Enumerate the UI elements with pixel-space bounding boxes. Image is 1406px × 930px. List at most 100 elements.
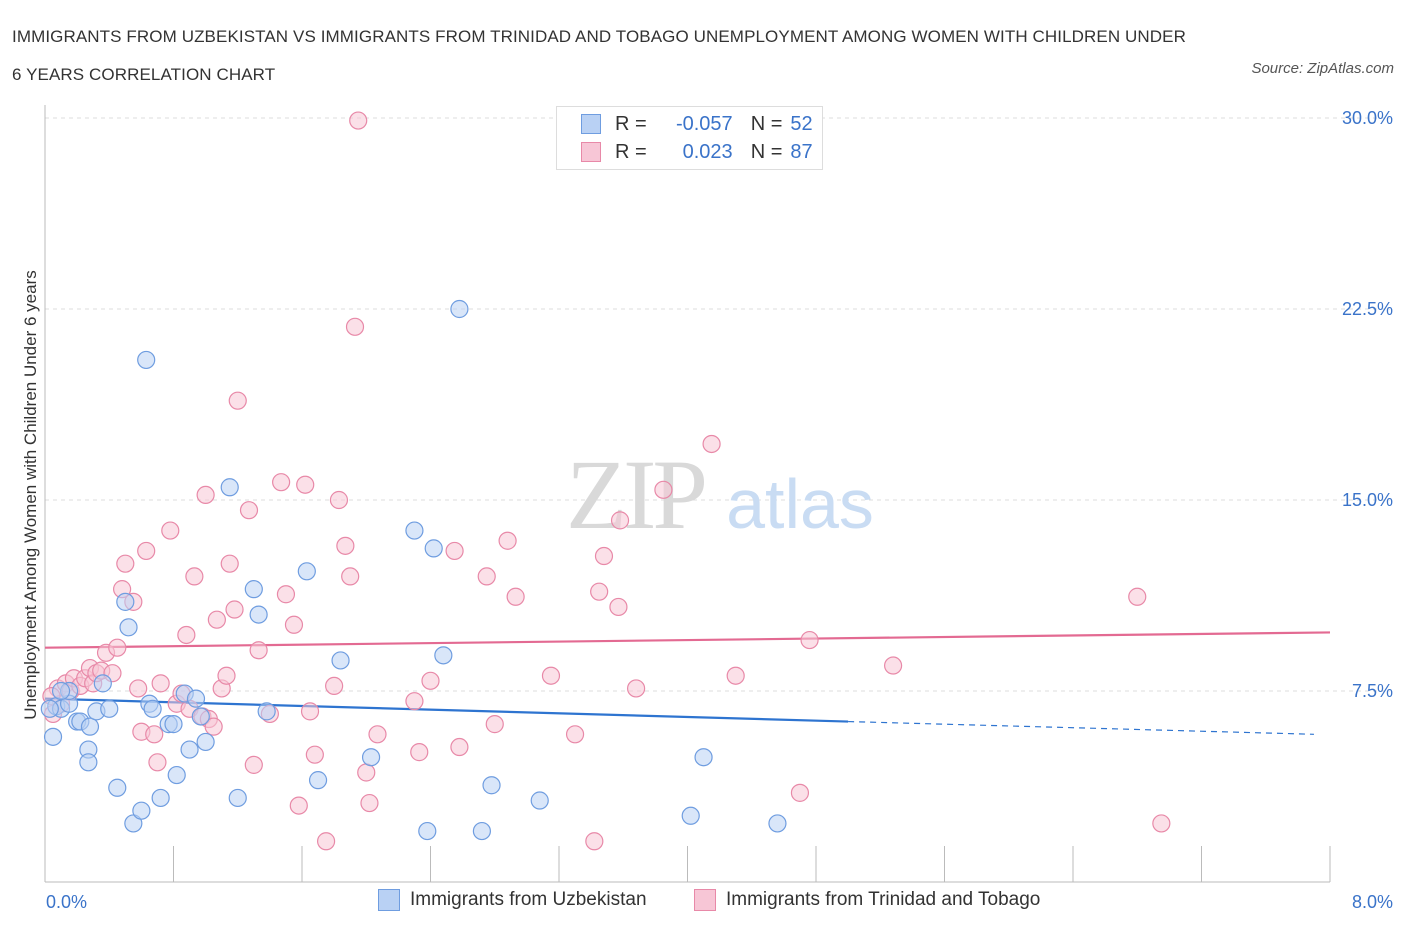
series-legend-label: Immigrants from Uzbekistan [410,889,647,910]
point-trinidad [151,674,170,693]
point-uzbekistan [180,740,199,759]
legend-n-value: 87 [790,140,813,163]
x-tick-label-max: 8.0% [1352,892,1393,912]
point-trinidad [609,597,628,617]
point-trinidad [228,391,247,410]
point-trinidad [116,554,135,573]
point-uzbekistan [297,562,316,581]
point-trinidad [626,679,646,698]
tick-labels: 7.5% 15.0% 22.5% 30.0% 0.0% 8.0% [46,108,1393,912]
point-trinidad [244,755,263,774]
point-trinidad [790,783,810,802]
point-uzbekistan [51,681,71,701]
point-trinidad [498,531,517,550]
point-trinidad [284,615,304,634]
legend-row-uzbekistan: R = -0.057 N = 52 [581,111,813,137]
point-trinidad [137,541,156,561]
point-uzbekistan [119,618,138,637]
point-trinidad [185,567,204,586]
point-trinidad [296,475,315,494]
point-trinidad [410,743,429,762]
legend-row-trinidad: R = 0.023 N = 87 [581,139,813,165]
point-trinidad [506,587,525,606]
point-trinidad [129,679,148,698]
watermark-atlas: atlas [726,465,874,543]
point-trinidad [610,511,630,530]
chart-source: Source: ZipAtlas.com [1251,60,1394,77]
grid-lines [45,117,1390,692]
trend-line-uzbekistan-extension [848,720,1314,735]
legend-r-value: -0.057 [675,112,733,135]
point-uzbekistan [694,748,713,767]
point-trinidad [405,692,424,711]
point-trinidad [357,763,376,782]
point-uzbekistan [681,806,700,825]
point-uzbekistan [93,674,112,693]
point-trinidad [485,715,504,734]
point-trinidad [421,671,440,690]
point-uzbekistan [530,791,549,810]
correlation-legend: R = -0.057 N = 52 R = 0.023 N = 87 [556,106,823,170]
series-legend-trinidad[interactable]: Immigrants from Trinidad and Tobago [694,889,1040,911]
point-trinidad [883,656,903,675]
point-trinidad [108,638,127,657]
point-trinidad [590,582,609,601]
point-uzbekistan [308,771,328,790]
point-trinidad [196,485,215,505]
watermark: ZIP atlas [566,439,874,550]
point-trinidad [145,725,164,744]
point-uzbekistan [116,592,135,611]
point-trinidad [1128,587,1147,606]
point-uzbekistan [482,776,501,795]
point-uzbekistan [164,715,183,734]
point-uzbekistan [244,580,263,599]
point-trinidad [477,567,496,586]
point-uzbekistan [79,753,98,772]
point-trinidad [360,793,379,813]
point-uzbekistan [151,788,170,808]
series-swatch-trinidad [694,889,716,911]
series-legend-uzbekistan[interactable]: Immigrants from Uzbekistan [378,889,647,911]
point-uzbekistan [191,707,210,726]
point-uzbekistan [80,717,100,736]
point-uzbekistan [43,727,63,746]
point-trinidad [300,702,320,721]
legend-swatch-uzbekistan [581,114,601,134]
point-trinidad [445,541,464,561]
point-trinidad [207,610,226,629]
point-trinidad [272,473,291,492]
point-trinidad [345,317,365,336]
point-uzbekistan [418,821,437,841]
y-axis-label: Unemployment Among Women with Children U… [21,270,40,719]
point-trinidad [177,625,196,645]
legend-r-label: R = [615,112,647,135]
legend-r-value: 0.023 [682,140,733,163]
point-trinidad [349,111,368,130]
legend-swatch-trinidad [581,142,601,162]
watermark-zip: ZIP [566,439,704,550]
y-tick-label: 15.0% [1342,490,1393,510]
point-uzbekistan [220,478,239,497]
data-points [40,111,1171,851]
point-trinidad [316,832,336,851]
trend-line-trinidad [44,631,1331,649]
series-swatch-uzbekistan [378,889,400,911]
legend-n-value: 52 [790,112,813,135]
point-trinidad [1152,814,1171,833]
point-trinidad [305,745,324,764]
chart-title: IMMIGRANTS FROM UZBEKISTAN VS IMMIGRANTS… [12,27,1186,84]
series-legend: Immigrants from Uzbekistan Immigrants fr… [0,887,1406,917]
point-uzbekistan [132,801,151,820]
y-tick-label: 7.5% [1352,681,1393,701]
axes [44,105,1331,883]
point-trinidad [329,490,349,510]
point-trinidad [726,666,745,685]
point-uzbekistan [249,605,268,624]
point-uzbekistan [331,651,350,670]
point-trinidad [239,501,259,520]
point-uzbekistan [361,748,381,767]
point-trinidad [450,737,469,757]
legend-r-label: R = [615,140,647,163]
point-trinidad [702,434,721,454]
